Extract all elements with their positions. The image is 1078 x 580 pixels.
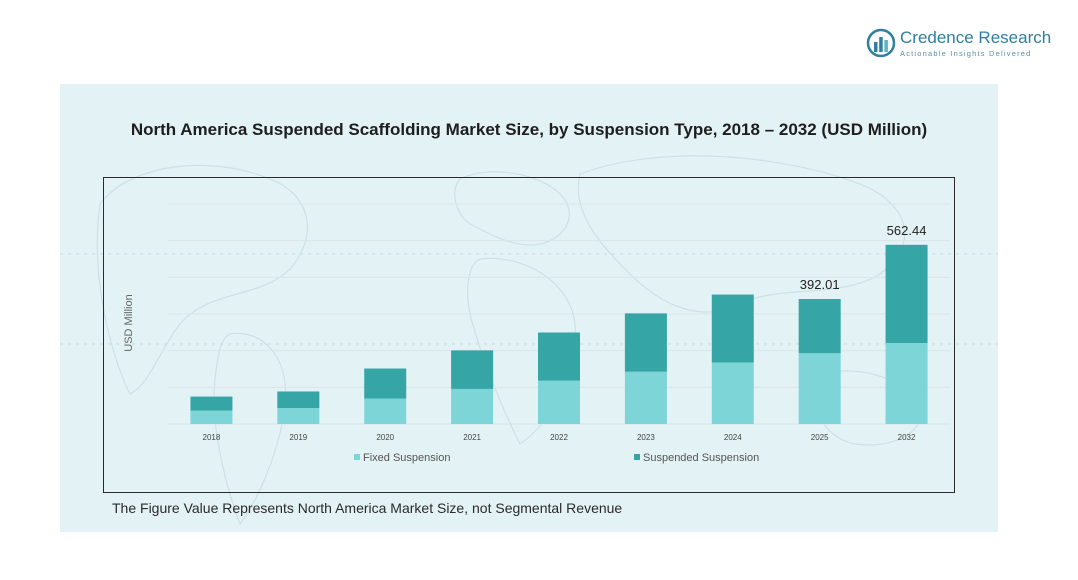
footnote: The Figure Value Represents North Americ… [112,500,623,516]
x-tick-label: 2022 [550,433,568,442]
bar-fixed-suspension-2023 [624,371,667,424]
data-label: 562.44 [887,223,927,238]
data-labels: 392.01 562.44 [800,223,927,292]
bar-fixed-suspension-2025 [798,353,841,424]
x-tick-label: 2032 [898,433,916,442]
y-axis-label: USD Million [123,294,135,351]
bar-suspended-suspension-2020 [364,368,407,399]
chart-panel: North America Suspended Scaffolding Mark… [60,84,998,532]
plot-frame: USD Million 2018 2019 2020 2021 2022 2023 2024… [103,177,955,493]
bar-fixed-suspension-2021 [451,388,494,424]
x-tick-label: 2024 [724,433,742,442]
bar-fixed-suspension-2018 [190,410,233,424]
bar-suspended-suspension-2032 [885,244,928,344]
brand-logo: Credence Research Actionable Insights De… [866,26,1066,62]
bar-fixed-suspension-2019 [277,408,320,424]
x-tick-label: 2021 [463,433,481,442]
bar-suspended-suspension-2023 [624,313,667,372]
x-tick-label: 2023 [637,433,655,442]
bars [190,244,928,424]
bar-fixed-suspension-2032 [885,343,928,424]
world-map-background [60,155,998,526]
bar-fixed-suspension-2024 [711,362,754,424]
chart-title: North America Suspended Scaffolding Mark… [130,120,928,139]
bar-suspended-suspension-2025 [798,299,841,354]
bar-suspended-suspension-2019 [277,391,320,409]
legend: Fixed Suspension Suspended Suspension [354,452,759,464]
legend-swatch [354,454,360,460]
x-tick-label: 2020 [376,433,394,442]
data-label: 392.01 [800,277,840,292]
x-tick-label: 2019 [289,433,307,442]
legend-swatch [634,454,640,460]
legend-label: Suspended Suspension [643,452,759,464]
legend-label: Fixed Suspension [363,452,450,464]
bar-fixed-suspension-2020 [364,398,407,424]
bar-suspended-suspension-2021 [451,350,494,389]
x-tick-label: 2018 [203,433,221,442]
bar-suspended-suspension-2024 [711,294,754,363]
bar-fixed-suspension-2022 [538,380,580,424]
bar-chart-logo-icon [866,28,896,58]
brand-name: Credence Research [900,28,1052,47]
x-tick-label: 2025 [811,433,829,442]
x-tick-labels: 2018 2019 2020 2021 2022 2023 2024 2025 2032 [203,433,916,442]
bar-suspended-suspension-2022 [538,332,580,381]
bar-suspended-suspension-2018 [190,396,233,411]
stacked-bar-chart: USD Million 2018 2019 2020 2021 2022 2023 2024… [123,203,950,464]
brand-tagline: Actionable Insights Delivered [900,49,1032,58]
